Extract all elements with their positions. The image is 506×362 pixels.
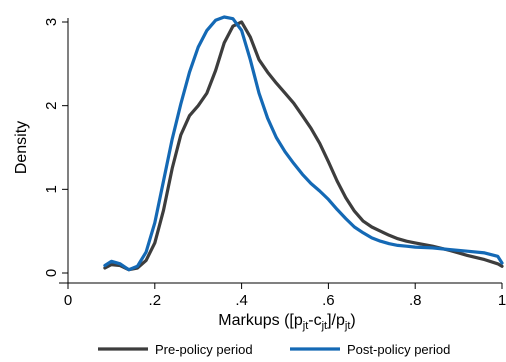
y-tick-label: 1 <box>43 185 60 193</box>
series-line-post-policy <box>103 15 504 272</box>
y-axis-title: Density <box>13 121 30 174</box>
series-layer <box>103 15 504 272</box>
y-tick-label: 2 <box>43 101 60 109</box>
x-axis-title: Markups ([pjt-cjt]/pjt) <box>218 312 355 332</box>
x-tick-label: .8 <box>409 292 422 309</box>
x-tick-label: .4 <box>235 292 248 309</box>
y-tick-label: 3 <box>43 18 60 26</box>
y-axis-ticks: 0 1 2 3 <box>43 18 68 277</box>
y-tick-label: 0 <box>43 269 60 277</box>
legend-label-post-policy: Post-policy period <box>347 342 450 357</box>
series-line-pre-policy <box>103 20 504 272</box>
x-tick-label: .2 <box>149 292 162 309</box>
x-axis-ticks: 0 .2 .4 .6 .8 1 <box>64 283 506 309</box>
x-tick-label: 0 <box>64 292 72 309</box>
legend: Pre-policy period Post-policy period <box>98 342 450 357</box>
x-tick-label: .6 <box>322 292 335 309</box>
x-tick-label: 1 <box>498 292 506 309</box>
legend-label-pre-policy: Pre-policy period <box>155 342 253 357</box>
